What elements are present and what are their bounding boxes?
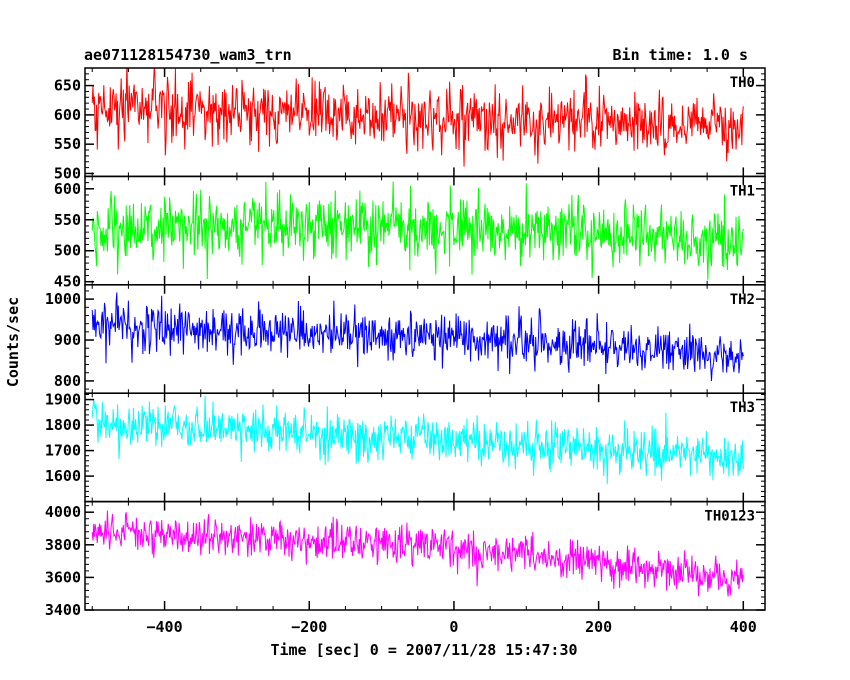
series-th0 — [91, 68, 744, 167]
panel-label: TH2 — [730, 292, 755, 308]
x-tick-label: −400 — [147, 618, 183, 636]
x-axis-ticks: −400 −200 0 200 400 — [147, 618, 757, 636]
y-tick-label: 4000 — [45, 503, 81, 521]
y-tick-label: 1900 — [45, 391, 81, 409]
x-tick-label: 0 — [449, 618, 458, 636]
panel-label: TH3 — [730, 400, 755, 416]
y-tick-label: 1800 — [45, 416, 81, 434]
y-tick-label: 1700 — [45, 442, 81, 460]
series-th0123 — [91, 510, 744, 597]
y-tick-label: 600 — [54, 180, 81, 198]
chart-title: ae071128154730_wam3_trn — [84, 46, 292, 64]
y-tick-label: 1000 — [45, 290, 81, 308]
y-tick-label: 450 — [54, 273, 81, 291]
panel-th0: 500 550 600 650 TH0 — [54, 67, 766, 182]
y-tick-label: 500 — [54, 242, 81, 260]
y-tick-label: 3800 — [45, 536, 81, 554]
series-th3 — [91, 396, 744, 485]
panel-th0123: 3400 3600 3800 4000 TH0123 — [45, 500, 766, 619]
panel-th2: 800 900 1000 TH2 — [45, 284, 766, 394]
y-axis-label: Counts/sec — [4, 297, 22, 387]
series-th2 — [91, 292, 744, 381]
y-tick-label: 550 — [54, 135, 81, 153]
x-tick-label: 400 — [730, 618, 757, 636]
y-tick-label: 550 — [54, 211, 81, 229]
x-tick-label: 200 — [585, 618, 612, 636]
y-tick-label: 500 — [54, 164, 81, 182]
y-tick-label: 1600 — [45, 467, 81, 485]
panel-th3: 1600 1700 1800 1900 TH3 — [45, 391, 766, 503]
y-tick-label: 3400 — [45, 601, 81, 619]
panel-frame — [84, 392, 766, 503]
panel-th1: 450 500 550 600 TH1 — [54, 175, 766, 291]
y-tick-label: 600 — [54, 106, 81, 124]
y-tick-label: 800 — [54, 372, 81, 390]
panel-frame — [84, 500, 766, 611]
x-tick-label: −200 — [291, 618, 327, 636]
panels: 500 550 600 650 TH0 450 500 550 600 TH1 800 900 1000… — [45, 67, 766, 619]
series-th1 — [91, 181, 744, 280]
y-tick-label: 3600 — [45, 568, 81, 586]
y-tick-label: 900 — [54, 331, 81, 349]
bin-time-label: Bin time: 1.0 s — [613, 46, 748, 64]
panel-label: TH0123 — [704, 509, 755, 525]
y-tick-label: 650 — [54, 77, 81, 95]
x-axis-label: Time [sec] 0 = 2007/11/28 15:47:30 — [270, 641, 577, 659]
panel-label: TH0 — [730, 75, 755, 91]
panel-label: TH1 — [730, 183, 755, 199]
